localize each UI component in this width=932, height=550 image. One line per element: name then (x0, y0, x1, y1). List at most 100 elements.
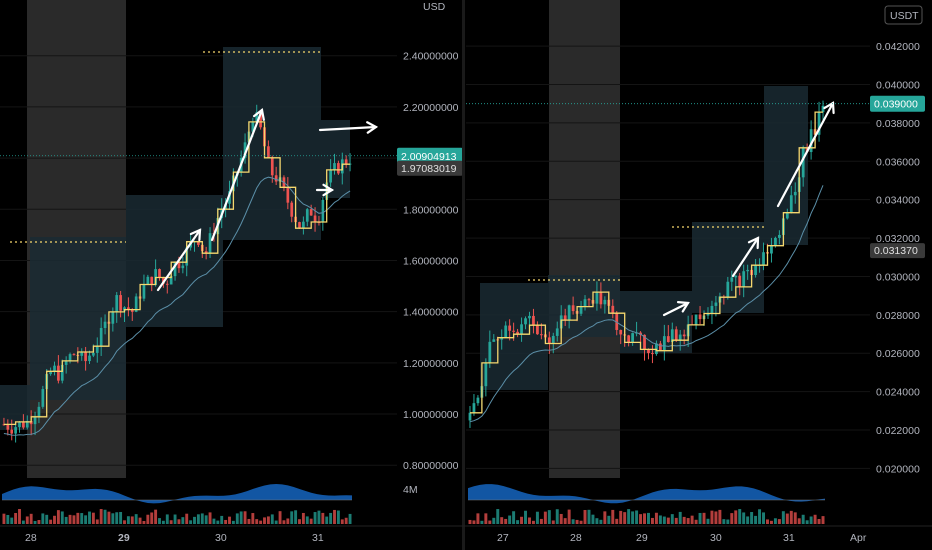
volume-bar-73 (758, 509, 762, 524)
candle-body-24 (95, 346, 99, 353)
zone-box-2 (126, 195, 223, 327)
volume-bar-19 (76, 512, 80, 524)
volume-bar-79 (781, 511, 785, 524)
candle-body-9 (504, 325, 508, 338)
volume-bar-24 (95, 519, 99, 524)
candle-body-77 (302, 221, 305, 229)
candle-body-20 (547, 337, 551, 344)
volume-bar-36 (611, 509, 615, 524)
candle-body-18 (540, 334, 543, 336)
secondary-price-tag: 1.97083019 (401, 163, 457, 175)
candle-body-17 (536, 325, 539, 335)
x-date-label-1: 29 (118, 532, 130, 544)
volume-bar-17 (68, 514, 72, 524)
arrow-shaft-2 (776, 101, 835, 208)
candle-body-69 (270, 157, 274, 176)
candle-body-66 (730, 277, 734, 282)
volume-bar-63 (247, 518, 251, 524)
candle-body-23 (92, 352, 95, 356)
volume-bar-45 (647, 512, 650, 524)
panel-divider (462, 0, 465, 550)
volume-bar-84 (329, 512, 333, 524)
candle-body-65 (726, 281, 730, 298)
volume-bar-3 (480, 520, 484, 524)
volume-bar-14 (56, 510, 60, 524)
volume-bar-50 (196, 514, 200, 524)
volume-bar-75 (294, 510, 298, 524)
volume-bar-75 (766, 519, 769, 524)
candle-body-29 (115, 295, 119, 312)
candle-body-5 (488, 341, 492, 363)
candle-body-84 (329, 169, 332, 183)
candle-body-44 (643, 334, 646, 350)
volume-bar-6 (492, 517, 496, 524)
volume-bar-45 (177, 519, 181, 524)
arrow-shaft-0 (156, 228, 202, 292)
zone-box-3 (223, 47, 321, 240)
volume-bar-51 (200, 513, 204, 524)
candle-body-14 (524, 318, 527, 325)
candle-body-62 (243, 142, 247, 158)
candle-body-34 (603, 299, 607, 305)
volume-bar-48 (658, 515, 662, 524)
volume-bar-77 (773, 518, 777, 524)
y-tick-label-5: 0.032000 (876, 233, 920, 245)
y-tick-label-10: 0.022000 (876, 425, 920, 437)
volume-bar-83 (325, 516, 329, 524)
x-date-label-1: 28 (570, 532, 582, 544)
volume-bar-21 (84, 515, 88, 524)
volume-bar-20 (547, 510, 551, 524)
volume-bar-8 (500, 517, 504, 524)
candle-body-15 (60, 364, 64, 381)
volume-bar-27 (575, 519, 579, 524)
volume-bar-3 (14, 513, 18, 524)
volume-bar-76 (298, 519, 301, 524)
volume-bar-70 (274, 520, 278, 524)
arrow-head-2 (366, 121, 379, 134)
candle-body-73 (286, 187, 290, 203)
candle-body-26 (571, 305, 575, 312)
volume-bar-34 (603, 511, 607, 524)
volume-bar-51 (670, 514, 674, 524)
candle-body-69 (742, 271, 746, 287)
volume-bar-2 (476, 513, 480, 524)
volume-bar-62 (243, 511, 247, 524)
x-date-label-0: 28 (25, 532, 37, 544)
y-tick-label-11: 0.020000 (876, 463, 920, 475)
volume-bar-9 (504, 518, 508, 524)
volume-bar-32 (595, 518, 599, 524)
y-tick-label-0: 0.042000 (876, 41, 920, 53)
last-price-tag-bg (397, 147, 463, 164)
candle-body-1 (6, 424, 10, 430)
volume-bar-80 (313, 512, 317, 524)
candle-body-50 (197, 241, 200, 245)
x-date-label-2: 29 (636, 532, 648, 544)
candle-body-86 (809, 129, 813, 153)
candle-body-79 (309, 209, 313, 216)
last-price-tag: 2.00904913 (401, 151, 457, 163)
volume-bar-11 (512, 511, 516, 524)
y-tick-label-2: 0.038000 (876, 118, 920, 130)
candle-body-74 (762, 252, 765, 265)
volume-bar-61 (239, 511, 243, 524)
volume-bar-38 (150, 512, 154, 524)
volume-bar-27 (107, 511, 111, 524)
candle-body-21 (551, 335, 555, 344)
candle-body-29 (583, 299, 587, 307)
y-tick-label-1: 2.20000000 (403, 102, 459, 114)
x-date-label-0: 27 (497, 532, 509, 544)
volume-bar-67 (263, 517, 266, 524)
volume-bar-60 (706, 518, 710, 524)
volume-bar-46 (650, 517, 654, 524)
arrow-head-1 (252, 108, 265, 121)
candle-body-7 (29, 420, 33, 425)
volume-bar-7 (29, 513, 33, 524)
x-date-label-5: Apr (850, 532, 867, 544)
arrow-shaft-1 (731, 236, 760, 278)
volume-bar-72 (754, 515, 758, 524)
candle-body-20 (80, 351, 84, 356)
moving-average-line (469, 185, 824, 423)
session-shade-0 (549, 0, 620, 478)
candle-body-22 (88, 355, 91, 362)
